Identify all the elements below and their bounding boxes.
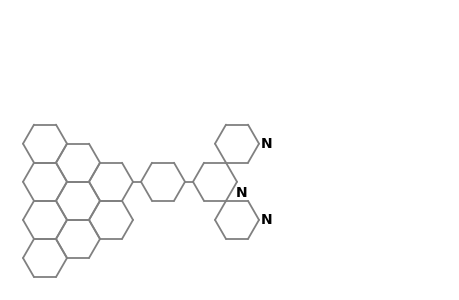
Text: N: N [260, 213, 272, 227]
Text: N: N [260, 137, 272, 151]
Text: N: N [235, 186, 247, 200]
